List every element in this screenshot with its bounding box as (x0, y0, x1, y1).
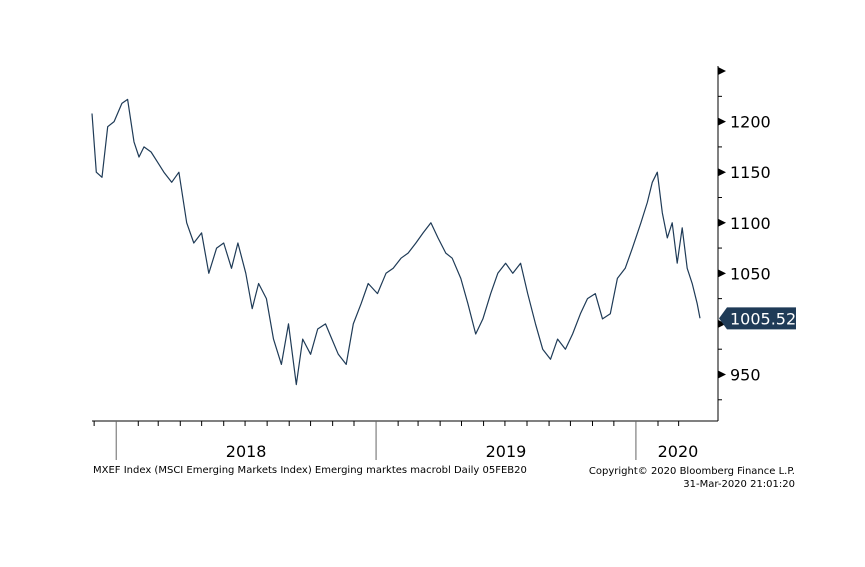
plot-area: 950 1050 1100 1150 1200 2018 2019 2020 1005.52 (91, 66, 796, 460)
y-tick-mark (718, 168, 726, 177)
y-tick-label: 950 (730, 365, 761, 384)
chart: 950 1050 1100 1150 1200 2018 2019 2020 1005.52 (91, 66, 796, 460)
y-tick-label: 1200 (730, 113, 771, 132)
y-tick-mark (718, 218, 726, 227)
last-value-box (719, 307, 796, 330)
y-tick-mark (718, 117, 726, 126)
x-tick-label: 2018 (226, 442, 267, 460)
copyright-block: Copyright© 2020 Bloomberg Finance L.P. 3… (589, 465, 795, 491)
x-tick-label: 2020 (658, 442, 699, 460)
series-line (91, 98, 701, 386)
last-value-label: 1005.52 (730, 309, 796, 328)
y-tick-mark (718, 319, 726, 328)
timestamp-text: 31-Mar-2020 21:01:20 (683, 479, 795, 490)
y-tick-label: 1100 (730, 214, 771, 233)
y-tick-label: 1150 (730, 163, 771, 182)
y-tick-mark (718, 370, 726, 379)
y-tick-mark (718, 67, 726, 76)
x-tick-label: 2019 (486, 442, 527, 460)
y-tick-label: 1050 (730, 264, 771, 283)
copyright-text: Copyright© 2020 Bloomberg Finance L.P. (588, 466, 795, 477)
y-tick-mark (718, 269, 726, 278)
chart-source-note: MXEF Index (MSCI Emerging Markets Index)… (93, 465, 527, 476)
